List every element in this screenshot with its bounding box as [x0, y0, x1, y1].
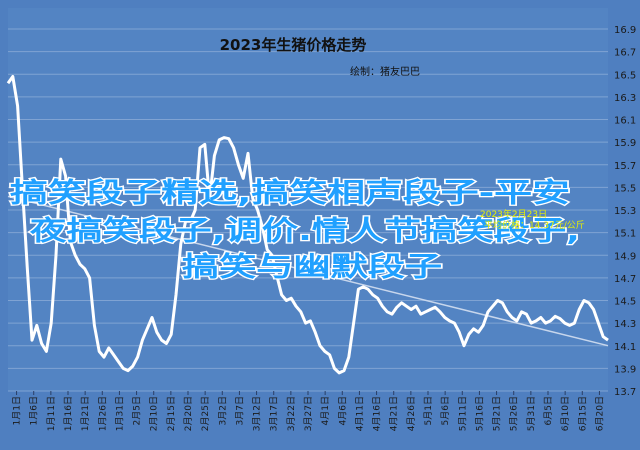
- x-tick-label: 3月2日: [217, 396, 228, 425]
- x-tick-label: 3月12日: [252, 396, 263, 431]
- x-tick-label: 1月21日: [80, 396, 91, 431]
- trend-line: [7, 195, 609, 347]
- x-axis-ticks: 1月1日 1月6日 1月11日 1月16日 1月21日 1月26日 1月31日 2月5日 2月1…: [12, 391, 605, 431]
- x-tick-label: 6月20日: [594, 396, 605, 431]
- x-tick-label: 4月1日: [320, 396, 331, 425]
- x-tick-label: 2月5日: [132, 396, 143, 425]
- x-tick-label: 3月17日: [269, 396, 280, 431]
- watermark-overlay: 搞笑段子精选,搞笑相声段子-平安 夜搞笑段子,调价.情人节搞笑段子, 搞笑与幽默…: [9, 176, 585, 285]
- x-tick-label: 4月21日: [389, 396, 400, 431]
- gridlines: [8, 28, 608, 392]
- overlay-line-2: 夜搞笑段子,调价.情人节搞笑段子,: [29, 215, 580, 247]
- x-tick-label: 3月27日: [303, 396, 314, 431]
- y-tick-label: 14.7: [614, 274, 636, 285]
- x-tick-label: 4月6日: [337, 396, 348, 425]
- y-tick-label: 15.9: [614, 138, 636, 149]
- x-tick-label: 6月10日: [560, 396, 571, 431]
- x-tick-label: 2月20日: [183, 396, 194, 431]
- x-tick-label: 2月15日: [166, 396, 177, 431]
- y-tick-label: 13.7: [614, 387, 636, 398]
- overlay-line-3: 搞笑与幽默段子: [182, 251, 442, 283]
- x-tick-label: 5月11日: [457, 396, 468, 431]
- annotation-date: 2023年2月23日: [480, 208, 547, 220]
- overlay-line-1: 搞笑段子精选,搞笑相声段子-平安: [10, 177, 570, 209]
- x-tick-label: 5月16日: [474, 396, 485, 431]
- x-tick-label: 1月16日: [63, 396, 74, 431]
- chart-title: 2023年生猪价格走势: [220, 36, 367, 54]
- x-tick-label: 4月26日: [406, 396, 417, 431]
- chart-subtitle: 绘制：猪友巴巴: [350, 65, 420, 78]
- x-tick-label: 5月6日: [440, 396, 451, 425]
- x-tick-label: 4月11日: [354, 396, 365, 431]
- x-tick-label: 5月26日: [509, 396, 520, 431]
- x-tick-label: 6月15日: [577, 396, 588, 431]
- x-tick-label: 3月7日: [234, 396, 245, 425]
- y-tick-label: 14.3: [614, 319, 636, 330]
- y-tick-label: 16.9: [614, 25, 636, 36]
- plot-area: [8, 8, 608, 391]
- y-tick-label: 14.5: [614, 297, 636, 308]
- x-tick-label: 1月26日: [97, 396, 108, 431]
- y-tick-label: 16.5: [614, 70, 636, 81]
- x-tick-label: 6月5日: [543, 396, 554, 425]
- x-tick-label: 2月10日: [149, 396, 160, 431]
- y-tick-label: 16.7: [614, 48, 636, 59]
- x-tick-label: 2月25日: [200, 396, 211, 431]
- y-tick-label: 15.1: [614, 229, 636, 240]
- y-tick-label: 15.3: [614, 206, 636, 217]
- y-axis-ticks: 13.7 13.9 14.1 14.3 14.5 14.7 14.9 15.1 15.3 15.5…: [614, 25, 636, 398]
- x-tick-label: 1月11日: [46, 396, 57, 431]
- y-tick-label: 15.7: [614, 161, 636, 172]
- price-series-line: [6, 75, 609, 375]
- x-tick-label: 1月1日: [12, 396, 23, 425]
- y-tick-label: 16.1: [614, 116, 636, 127]
- x-tick-label: 1月31日: [114, 396, 125, 431]
- x-tick-label: 5月31日: [526, 396, 537, 431]
- y-tick-label: 13.9: [614, 364, 636, 375]
- x-tick-label: 5月1日: [423, 396, 434, 425]
- x-tick-label: 1月6日: [29, 396, 40, 425]
- y-tick-label: 16.3: [614, 93, 636, 104]
- y-tick-label: 15.5: [614, 183, 636, 194]
- y-tick-label: 14.1: [614, 342, 636, 353]
- x-tick-label: 4月16日: [372, 396, 383, 431]
- x-tick-label: 5月21日: [492, 396, 503, 431]
- x-tick-label: 3月22日: [286, 396, 297, 431]
- y-tick-label: 14.9: [614, 251, 636, 262]
- annotation-average: 平均价格：14.37元/公斤: [484, 219, 585, 231]
